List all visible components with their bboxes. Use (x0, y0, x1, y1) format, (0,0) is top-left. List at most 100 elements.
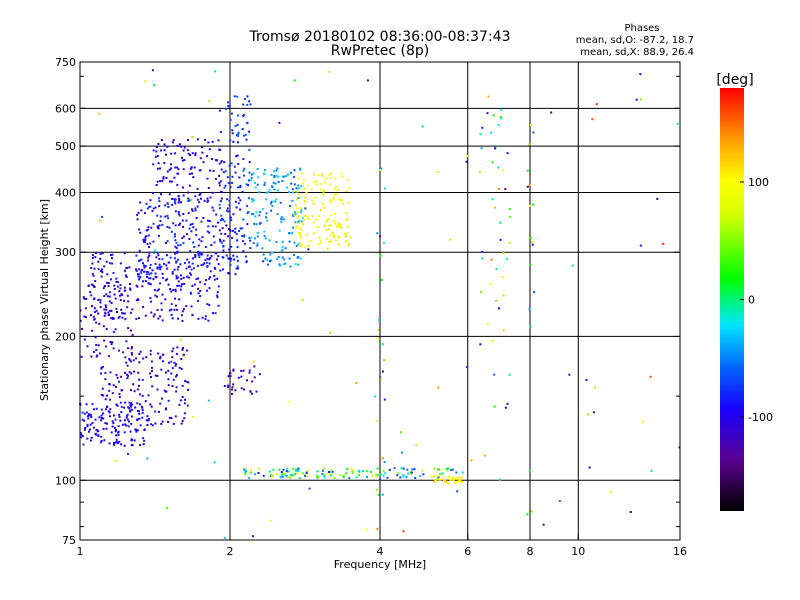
data-point (181, 156, 183, 159)
data-point (203, 283, 206, 286)
data-point (99, 257, 102, 260)
data-point (135, 270, 138, 273)
data-point (245, 255, 247, 258)
data-point (138, 278, 140, 281)
data-point (182, 235, 185, 238)
data-point (101, 215, 104, 218)
data-point (172, 289, 175, 291)
data-point (127, 327, 130, 330)
data-point (194, 254, 197, 257)
data-point (123, 406, 126, 409)
data-point (120, 389, 123, 392)
data-point (244, 242, 247, 245)
data-point (201, 146, 203, 149)
data-point (143, 212, 146, 214)
data-point (380, 167, 383, 170)
data-point (296, 256, 299, 259)
data-point (192, 226, 195, 229)
data-point (481, 250, 484, 253)
data-point (175, 352, 178, 355)
data-point (196, 198, 199, 201)
data-point (201, 253, 204, 256)
data-point (486, 112, 489, 115)
data-point (130, 408, 133, 411)
data-point (86, 437, 89, 440)
data-point (180, 285, 183, 288)
data-point (504, 406, 507, 409)
data-point (293, 214, 296, 216)
data-point (277, 256, 280, 259)
data-point (237, 376, 240, 379)
data-point (261, 208, 264, 211)
data-point (218, 203, 221, 206)
data-point (177, 266, 180, 268)
data-point (95, 355, 98, 358)
data-point (90, 314, 92, 317)
data-point (197, 299, 199, 302)
data-point (481, 126, 484, 129)
data-point (421, 469, 424, 472)
data-point (92, 426, 95, 429)
data-point (498, 307, 500, 310)
data-point (168, 180, 171, 183)
data-point (162, 176, 165, 179)
data-point (542, 523, 545, 526)
data-point (93, 286, 96, 288)
data-point (274, 182, 277, 185)
data-point (229, 230, 232, 233)
data-point (345, 235, 348, 238)
x-tick-label: 4 (377, 545, 384, 558)
data-point (221, 217, 223, 220)
data-point (160, 265, 163, 268)
data-point (173, 268, 176, 271)
data-point (158, 200, 161, 203)
data-point (227, 182, 230, 185)
data-point (138, 317, 141, 320)
data-point (457, 476, 459, 479)
data-point (299, 167, 301, 170)
data-point (152, 191, 154, 194)
data-point (170, 313, 173, 316)
data-point (105, 306, 108, 309)
data-point (278, 121, 281, 124)
data-point (649, 375, 652, 378)
data-point (400, 431, 402, 434)
data-point (506, 257, 509, 260)
data-point (186, 349, 189, 352)
data-point (266, 263, 269, 266)
data-point (161, 397, 163, 400)
data-point (239, 186, 242, 189)
data-point (256, 235, 259, 238)
data-point (218, 229, 221, 232)
data-point (105, 427, 108, 430)
data-point (181, 419, 184, 422)
data-point (173, 233, 176, 236)
data-point (202, 161, 205, 164)
data-point (166, 202, 169, 205)
data-point (325, 237, 328, 240)
data-point (239, 184, 242, 187)
data-point (454, 482, 457, 485)
data-point (388, 468, 391, 471)
data-point (155, 184, 158, 186)
data-point (194, 195, 197, 198)
data-point (157, 226, 159, 229)
y-tick-label: 300 (55, 246, 76, 259)
data-point (129, 283, 131, 285)
data-point (107, 355, 110, 358)
data-point (177, 317, 179, 320)
data-point (174, 202, 177, 205)
data-point (245, 469, 247, 472)
data-point (442, 475, 445, 478)
data-point (317, 475, 320, 478)
data-point (294, 468, 297, 471)
data-point (181, 384, 184, 387)
data-point (307, 218, 310, 220)
data-point (104, 345, 107, 348)
data-point (112, 384, 115, 387)
data-point (83, 428, 86, 431)
data-point (108, 389, 111, 392)
data-point (375, 475, 378, 478)
data-point (145, 202, 148, 205)
